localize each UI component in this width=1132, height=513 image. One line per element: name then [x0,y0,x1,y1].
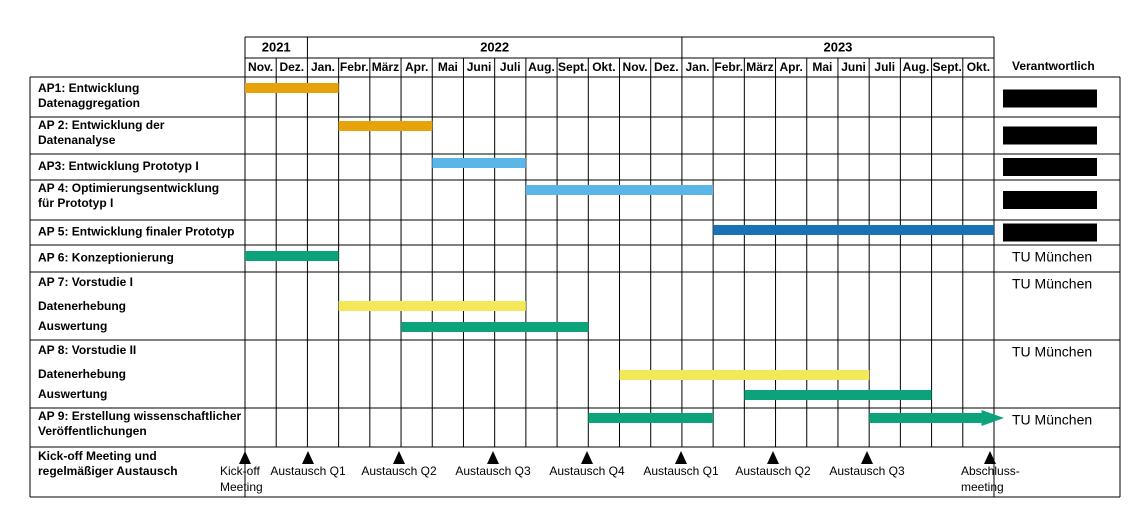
task-bar [338,121,433,131]
milestone-item: Austausch Q3 [829,464,905,478]
task-bar [525,185,714,195]
month: Okt. [592,60,615,74]
milestone-marker [675,451,687,464]
task-bar [245,83,339,93]
redacted [1003,223,1097,242]
milestone-label: Kick-off Meeting und [38,449,157,463]
redacted [1003,158,1097,176]
year: 2021 [262,39,291,54]
month: Okt. [967,60,990,74]
row-label: Veröffentlichungen [38,424,147,438]
month: März [746,60,773,74]
month: Aug. [903,60,930,74]
row-label: AP 9: Erstellung wissenschaftlicher [38,409,242,423]
redacted [1003,89,1097,108]
milestone-marker [239,451,251,464]
milestone-item: meeting [961,480,1004,494]
row-sublabel: Auswertung [38,319,107,333]
month: Dez. [654,60,679,74]
task-bar [432,158,526,168]
milestone-item: Austausch Q1 [270,464,346,478]
task-bar [869,413,982,423]
milestone-marker [302,451,314,464]
row-label: Datenanalyse [38,133,116,147]
month: Dez. [279,60,304,74]
responsible: TU München [1012,344,1092,360]
milestone-item: Austausch Q2 [735,464,811,478]
row-label: AP 6: Konzeptionierung [38,251,174,265]
milestone-label: regelmäßiger Austausch [38,464,178,478]
milestone-item: Austausch Q4 [549,464,625,478]
month: Mai [812,60,832,74]
month: Sept. [558,60,587,74]
milestone-item: Abschluss- [961,464,1020,478]
month: Jan. [686,60,710,74]
milestone-marker [984,451,996,464]
responsible-header: Verantwortlich [1012,59,1095,73]
task-bar [245,251,339,261]
row-label: AP3: Entwicklung Prototyp I [38,159,199,173]
redacted [1003,126,1097,145]
task-bar [338,301,526,311]
row-sublabel: Datenerhebung [38,299,126,313]
month: Apr. [779,60,802,74]
task-bar [588,413,714,423]
milestone-marker [767,451,779,464]
task-bar [619,370,870,380]
milestone-item: Austausch Q3 [455,464,531,478]
month: Juni [841,60,866,74]
milestone-marker [861,451,873,464]
month: März [372,60,399,74]
task-bar [744,390,932,400]
month: Juni [467,60,492,74]
milestone-item: Meeting [220,480,263,494]
row-label: AP 8: Vorstudie II [38,343,136,357]
task-bar [401,322,589,332]
row-label: AP 2: Entwicklung der [38,118,165,132]
month: Febr. [714,60,743,74]
row-label: für Prototyp I [38,196,113,210]
month: Mai [438,60,458,74]
milestone-marker [487,451,499,464]
month: Nov. [248,60,273,74]
month: Juli [874,60,895,74]
month: Aug. [528,60,555,74]
responsible: TU München [1012,249,1092,265]
milestone-item: Austausch Q2 [361,464,437,478]
milestone-marker [581,451,593,464]
row-label: Datenaggregation [38,96,140,110]
row-sublabel: Datenerhebung [38,367,126,381]
month: Juli [500,60,521,74]
milestone-item: Kick-off [220,464,260,478]
milestone-item: Austausch Q1 [643,464,719,478]
arrow-head [981,410,1004,426]
responsible: TU München [1012,412,1092,428]
milestone-marker [393,451,405,464]
month: Nov. [623,60,648,74]
task-bar [713,225,994,235]
month: Sept. [933,60,962,74]
responsible: TU München [1012,276,1092,292]
row-label: AP 4: Optimierungsentwicklung [38,181,219,195]
row-label: AP 5: Entwicklung finaler Prototyp [38,225,234,239]
row-sublabel: Auswertung [38,387,107,401]
month: Jan. [311,60,335,74]
row-label: AP1: Entwicklung [38,81,139,95]
month: Febr. [340,60,369,74]
redacted [1003,191,1097,209]
month: Apr. [405,60,428,74]
year: 2023 [823,39,852,54]
row-label: AP 7: Vorstudie I [38,275,133,289]
year: 2022 [480,39,509,54]
